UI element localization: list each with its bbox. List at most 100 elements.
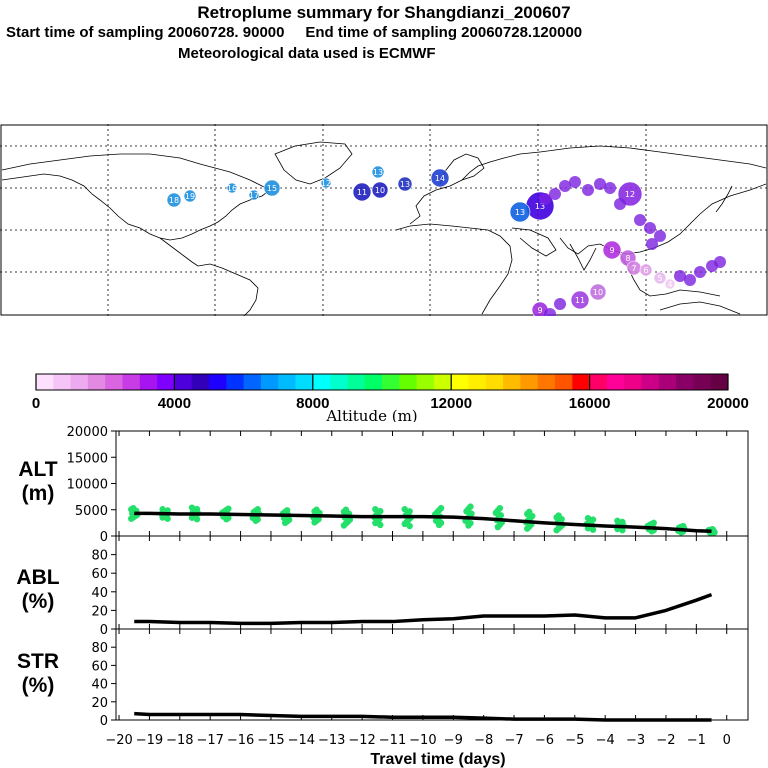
- colorbar-cell: [658, 374, 677, 390]
- coastline-japan: [715, 185, 733, 213]
- colorbar-tick-label: 0: [32, 395, 40, 412]
- map-cluster-marker: [371, 181, 389, 199]
- alt-scatter-point: [254, 506, 261, 513]
- x-tick-label: −16: [227, 733, 254, 748]
- colorbar-cell: [555, 374, 573, 390]
- y-tick-label: 0: [100, 714, 108, 729]
- plume-speckle: [634, 214, 646, 226]
- altitude-colorbar: 0 4000 8000 12000 16000 20000 Altitude (m): [32, 373, 749, 422]
- x-tick-label: −1: [687, 733, 706, 748]
- coastlines: [1, 141, 767, 316]
- map-cluster-marker: [397, 176, 413, 192]
- colorbar-cell: [641, 374, 660, 390]
- y-tick-label: 15000: [67, 451, 108, 466]
- y-tick-label: 20000: [67, 425, 108, 440]
- x-tick-label: 0: [723, 733, 731, 748]
- alt-scatter-point: [377, 507, 384, 515]
- alt-scatter-point: [526, 508, 533, 516]
- alt-scatter-point: [159, 506, 166, 513]
- plume-speckle: [684, 274, 696, 286]
- map-cluster-label: 10: [375, 186, 385, 195]
- x-tick-label: −9: [444, 733, 463, 748]
- colorbar-cell: [243, 374, 262, 390]
- y-tick-label: 20: [91, 604, 108, 619]
- map-cluster-marker: [602, 240, 622, 260]
- plume-speckle: [569, 176, 581, 188]
- colorbar-cell: [503, 374, 521, 390]
- plume-speckle: [582, 184, 594, 196]
- map-cluster-label: 19: [185, 192, 195, 201]
- map-cluster-marker: [166, 192, 182, 208]
- series-line-abl: [134, 592, 713, 626]
- y-tick-label: 10000: [67, 478, 108, 493]
- x-tick-label: −12: [348, 733, 375, 748]
- map-cluster-marker: [639, 263, 653, 277]
- coastline-south-america: [197, 263, 259, 316]
- plume-speckle: [604, 182, 616, 194]
- map-cluster-marker: [570, 290, 590, 310]
- subtitle-end: End time of sampling 20060728.120000: [305, 24, 583, 41]
- map-cluster: 13: [371, 165, 385, 179]
- alt-scatter-point: [342, 506, 350, 513]
- map-cluster-label: 13: [535, 202, 545, 211]
- colorbar-cell: [260, 374, 279, 390]
- plume-speckle: [539, 193, 551, 205]
- panel-alt: 20000 15000 10000 5000 0: [67, 425, 749, 545]
- alt-scatter-point: [497, 512, 505, 519]
- alt-scatter-point: [650, 519, 657, 527]
- colorbar-tick-label: 20000: [707, 395, 749, 412]
- abl-ylabel-line2: (%): [21, 590, 55, 613]
- map-cluster-marker: [263, 179, 281, 197]
- colorbar-cell: [693, 374, 712, 390]
- map-cluster-label: 9: [537, 306, 542, 315]
- alt-scatter-point: [437, 504, 445, 512]
- colorbar-cell: [710, 374, 729, 390]
- map-cluster: 10: [589, 283, 607, 301]
- str-panel-ylabel: STR (%): [8, 650, 68, 698]
- plume-speckle: [554, 298, 566, 310]
- colorbar-cell: [70, 374, 89, 390]
- map-cluster-label: 11: [357, 188, 367, 197]
- coastline-arabia: [511, 227, 557, 257]
- x-tick-label: −19: [136, 733, 163, 748]
- map-cluster: 11: [352, 182, 372, 202]
- colorbar-cell: [468, 374, 487, 390]
- map-cluster: 17: [248, 189, 260, 201]
- alt-scatter-point: [679, 522, 687, 530]
- y-tick-label: 60: [91, 567, 108, 582]
- map-cluster-label: 13: [373, 168, 383, 177]
- colorbar-cell: [87, 374, 106, 390]
- colorbar-cell: [278, 374, 296, 390]
- panel-str: 80 60 40 20 0: [91, 628, 749, 729]
- colorbar-ticks: 0 4000 8000 12000 16000 20000: [32, 374, 749, 412]
- map-cluster-label: 15: [267, 184, 277, 193]
- subtitle-start: Start time of sampling 20060728. 90000: [6, 24, 285, 41]
- alt-scatter-point: [589, 516, 597, 523]
- plume-speckle: [694, 266, 706, 278]
- alt-scatter-point: [313, 506, 320, 513]
- x-tick-label: −2: [656, 733, 675, 748]
- map-cluster-label: 17: [249, 191, 259, 200]
- panel-frame: [115, 628, 749, 721]
- colorbar-cell: [191, 374, 210, 390]
- alt-scatter-point: [188, 504, 196, 511]
- abl-panel-ylabel: ABL (%): [8, 566, 68, 614]
- x-tick-label: −5: [565, 733, 584, 748]
- alt-scatter-point: [468, 510, 475, 517]
- map-cluster: 11: [570, 290, 590, 310]
- map-cluster-label: 9: [609, 246, 614, 255]
- plume-speckle: [544, 308, 556, 316]
- map-cluster-marker: [226, 182, 238, 194]
- colorbar-cells: [36, 374, 729, 390]
- x-axis-label: Travel time (days): [370, 751, 505, 768]
- y-tick-label: 0: [100, 623, 108, 638]
- map-cluster: 19: [183, 189, 197, 203]
- map-cluster: 4: [664, 278, 676, 290]
- map-cluster: 13: [397, 176, 413, 192]
- y-tick-label: 80: [91, 549, 108, 564]
- coastline-scandinavia: [439, 153, 485, 185]
- y-tick-label: 40: [91, 586, 108, 601]
- alt-scatter-point: [467, 503, 474, 510]
- map-cluster-label: 6: [643, 266, 648, 275]
- chart-title: Retroplume summary for Shangdianzi_20060…: [197, 3, 571, 22]
